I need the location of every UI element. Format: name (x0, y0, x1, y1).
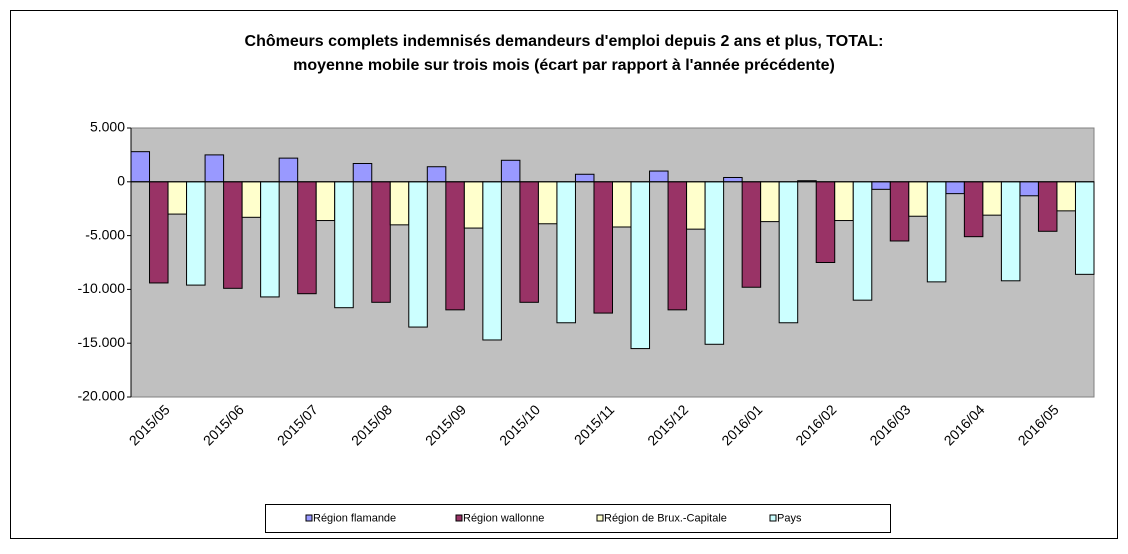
bar (852, 181, 873, 301)
bar (278, 157, 299, 183)
chart-title: moyenne mobile sur trois mois (écart par… (293, 57, 835, 74)
bar (167, 181, 188, 215)
bar (926, 181, 947, 283)
bar (760, 181, 780, 223)
y-tick-label: -20.000 (78, 388, 126, 404)
bar (1000, 181, 1021, 282)
bar (723, 176, 743, 183)
legend-label: Pays (777, 512, 802, 524)
bar (204, 154, 225, 183)
bar (908, 181, 928, 217)
bar (297, 181, 317, 295)
bar (1019, 181, 1039, 197)
bar (371, 181, 391, 303)
bar (556, 181, 576, 324)
chart-title: Chômeurs complets indemnisés demandeurs … (245, 33, 884, 50)
bar (352, 163, 373, 183)
bar (667, 181, 688, 311)
bar (389, 181, 410, 226)
bar (445, 181, 465, 311)
legend-label: Région flamande (313, 512, 396, 524)
y-tick-label: 5.000 (90, 119, 125, 135)
bar (1037, 181, 1058, 232)
bar (260, 181, 280, 298)
bar (149, 181, 169, 284)
bar (1074, 181, 1095, 275)
bar (945, 181, 965, 195)
legend-swatch (596, 514, 604, 522)
legend-label: Région wallonne (463, 512, 544, 524)
bar (871, 181, 891, 190)
bar (574, 173, 595, 183)
bar (593, 181, 614, 314)
bar (482, 181, 502, 341)
bar (537, 181, 558, 225)
bar (426, 166, 447, 183)
bar (130, 151, 151, 183)
bar (815, 181, 836, 263)
legend-box (265, 504, 891, 533)
legend-swatch (455, 514, 463, 522)
bar (186, 181, 206, 286)
bar (630, 181, 651, 350)
bar (612, 181, 632, 228)
bar (889, 181, 910, 242)
bar (519, 181, 539, 303)
bar (500, 159, 521, 183)
y-tick-label: -15.000 (78, 334, 126, 350)
bar (223, 181, 243, 289)
y-tick-label: -10.000 (78, 280, 126, 296)
bar (334, 181, 354, 309)
legend-swatch (769, 514, 777, 522)
bar (704, 181, 725, 345)
bar (982, 181, 1002, 216)
bar (408, 181, 428, 328)
y-tick-label: -5.000 (85, 226, 125, 242)
bar (741, 181, 762, 288)
legend-label: Région de Brux.-Capitale (604, 512, 727, 524)
bar (463, 181, 484, 229)
bar (686, 181, 706, 230)
bar (834, 181, 854, 222)
bar (315, 181, 336, 222)
bar (963, 181, 984, 238)
bar (778, 181, 799, 324)
bar (1056, 181, 1076, 212)
y-tick-label: 0 (117, 173, 125, 189)
bar (649, 170, 669, 183)
bar (241, 181, 262, 218)
legend-swatch (305, 514, 313, 522)
